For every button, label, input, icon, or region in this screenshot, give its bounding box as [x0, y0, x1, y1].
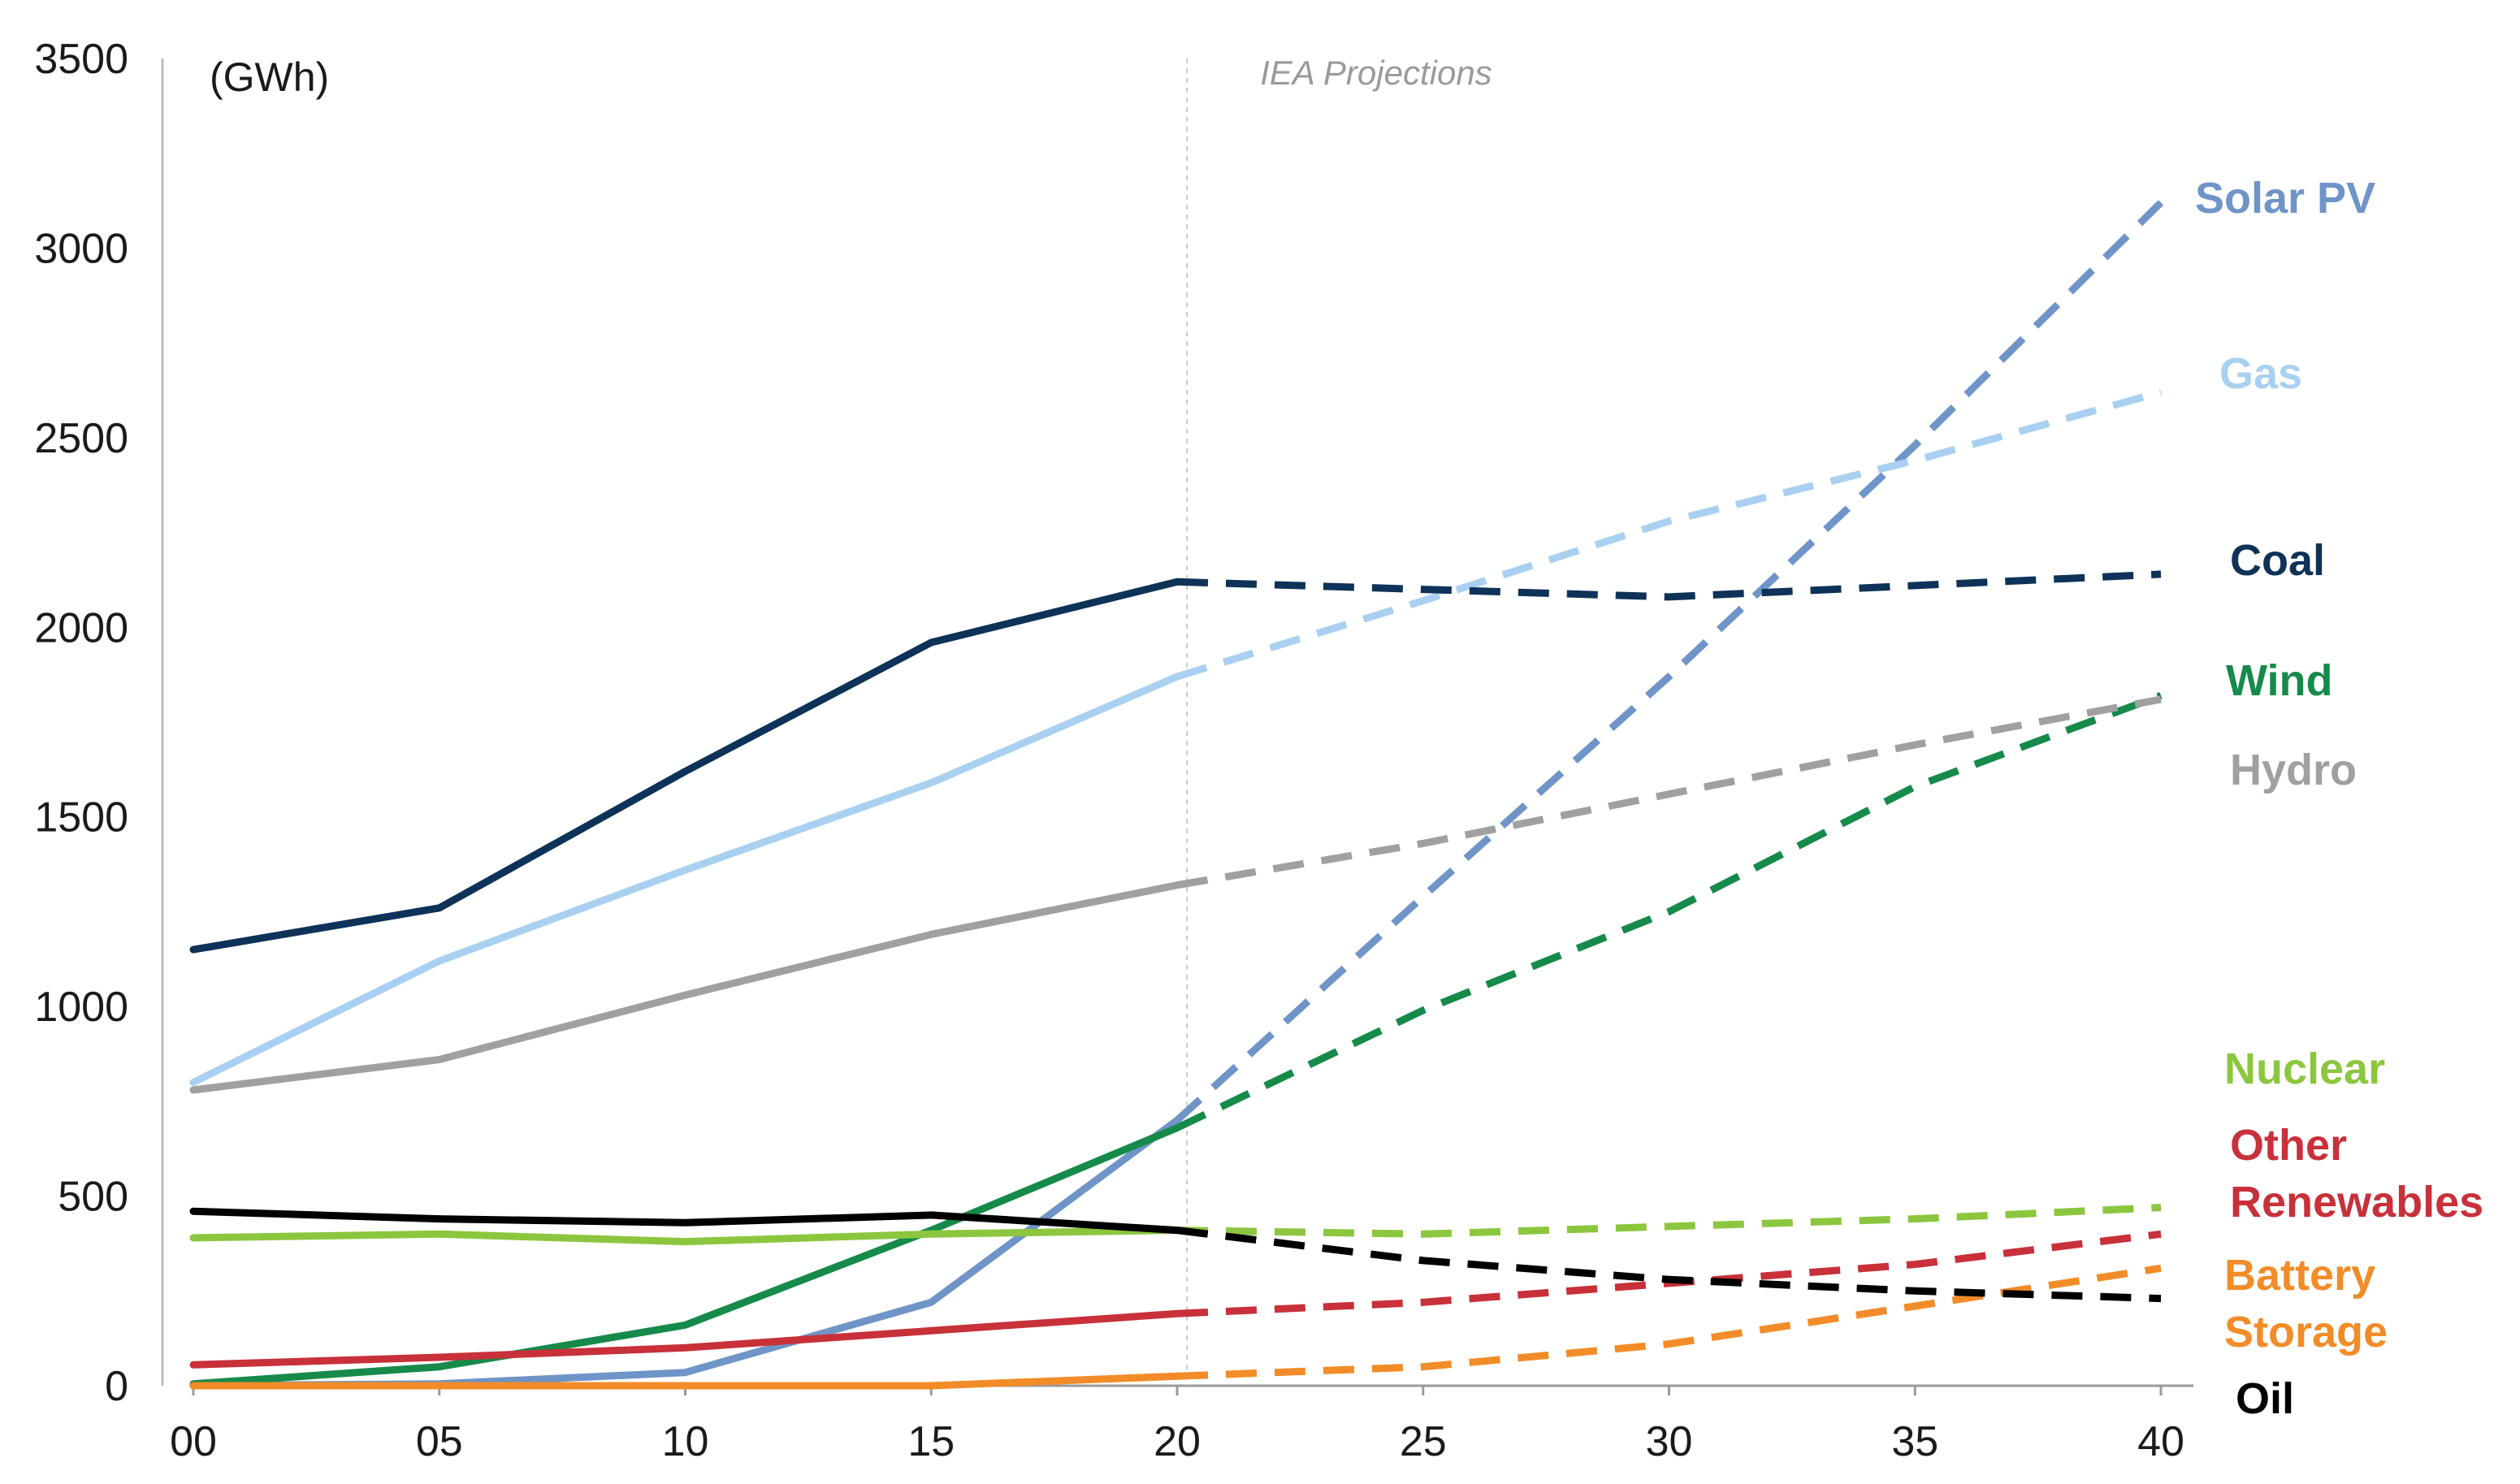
battery-storage-series-label: Battery Storage [2224, 1251, 2388, 1356]
oil-series-label: Oil [2236, 1374, 2294, 1423]
gas-projected-line [1176, 388, 2163, 681]
unit-label: (GWh) [210, 54, 329, 100]
y-tick-label: 2500 [34, 415, 128, 462]
hydro-series-label: Hydro [2230, 746, 2357, 794]
solar-pv-projected-line [1174, 200, 2164, 1123]
coal-series-label: Coal [2230, 536, 2325, 585]
y-tick-label: 3000 [34, 225, 128, 272]
projection-annotation: IEA Projections [1260, 54, 1492, 92]
y-tick-label: 3500 [34, 36, 128, 83]
series-lines [189, 200, 2164, 1390]
y-axis-ticks: 0 500 1000 1500 2000 2500 3000 3500 [34, 36, 128, 1410]
x-tick-label: 10 [662, 1418, 709, 1465]
wind-projected-line [1176, 692, 2163, 1131]
gas-historical-line [189, 673, 1181, 1086]
battery-storage-historical-line [189, 1372, 1181, 1390]
wind-historical-line [189, 1124, 1181, 1388]
x-tick-label: 05 [416, 1418, 463, 1465]
coal-projected-line [1176, 570, 2162, 601]
x-tick-label: 30 [1646, 1418, 1693, 1465]
x-axis-ticks: 00 05 10 15 20 25 30 35 40 [170, 1386, 2184, 1465]
y-tick-label: 2000 [34, 604, 128, 651]
x-tick-label: 40 [2137, 1418, 2184, 1465]
other-renewables-historical-line [189, 1309, 1181, 1369]
battery-storage-projected-line [1176, 1264, 2162, 1380]
gas-series-label: Gas [2219, 349, 2302, 398]
oil-projected-line [1176, 1227, 2162, 1303]
x-tick-label: 00 [170, 1418, 217, 1465]
other-renewables-series-label: Other Renewables [2230, 1121, 2483, 1227]
x-tick-label: 15 [907, 1418, 955, 1465]
nuclear-historical-line [189, 1227, 1181, 1246]
wind-series-label: Wind [2226, 656, 2332, 705]
x-tick-label: 20 [1154, 1418, 1201, 1465]
nuclear-series-label: Nuclear [2224, 1045, 2385, 1093]
x-tick-label: 25 [1400, 1418, 1447, 1465]
other-renewables-projected-line [1176, 1230, 2162, 1317]
y-tick-label: 0 [105, 1363, 128, 1410]
y-tick-label: 1000 [34, 984, 128, 1031]
hydro-historical-line [189, 881, 1181, 1094]
oil-historical-line [189, 1207, 1181, 1235]
nuclear-projected-line [1176, 1204, 2162, 1238]
y-tick-label: 500 [58, 1174, 128, 1221]
hydro-projected-line [1176, 695, 2162, 889]
y-tick-label: 1500 [34, 794, 128, 842]
series-labels: Solar PV Gas Coal Wind Hydro Nuclear Other Rene… [2195, 174, 2483, 1423]
coal-historical-line [189, 578, 1181, 954]
x-tick-label: 35 [1891, 1418, 1938, 1465]
solar-pv-series-label: Solar PV [2195, 174, 2375, 223]
